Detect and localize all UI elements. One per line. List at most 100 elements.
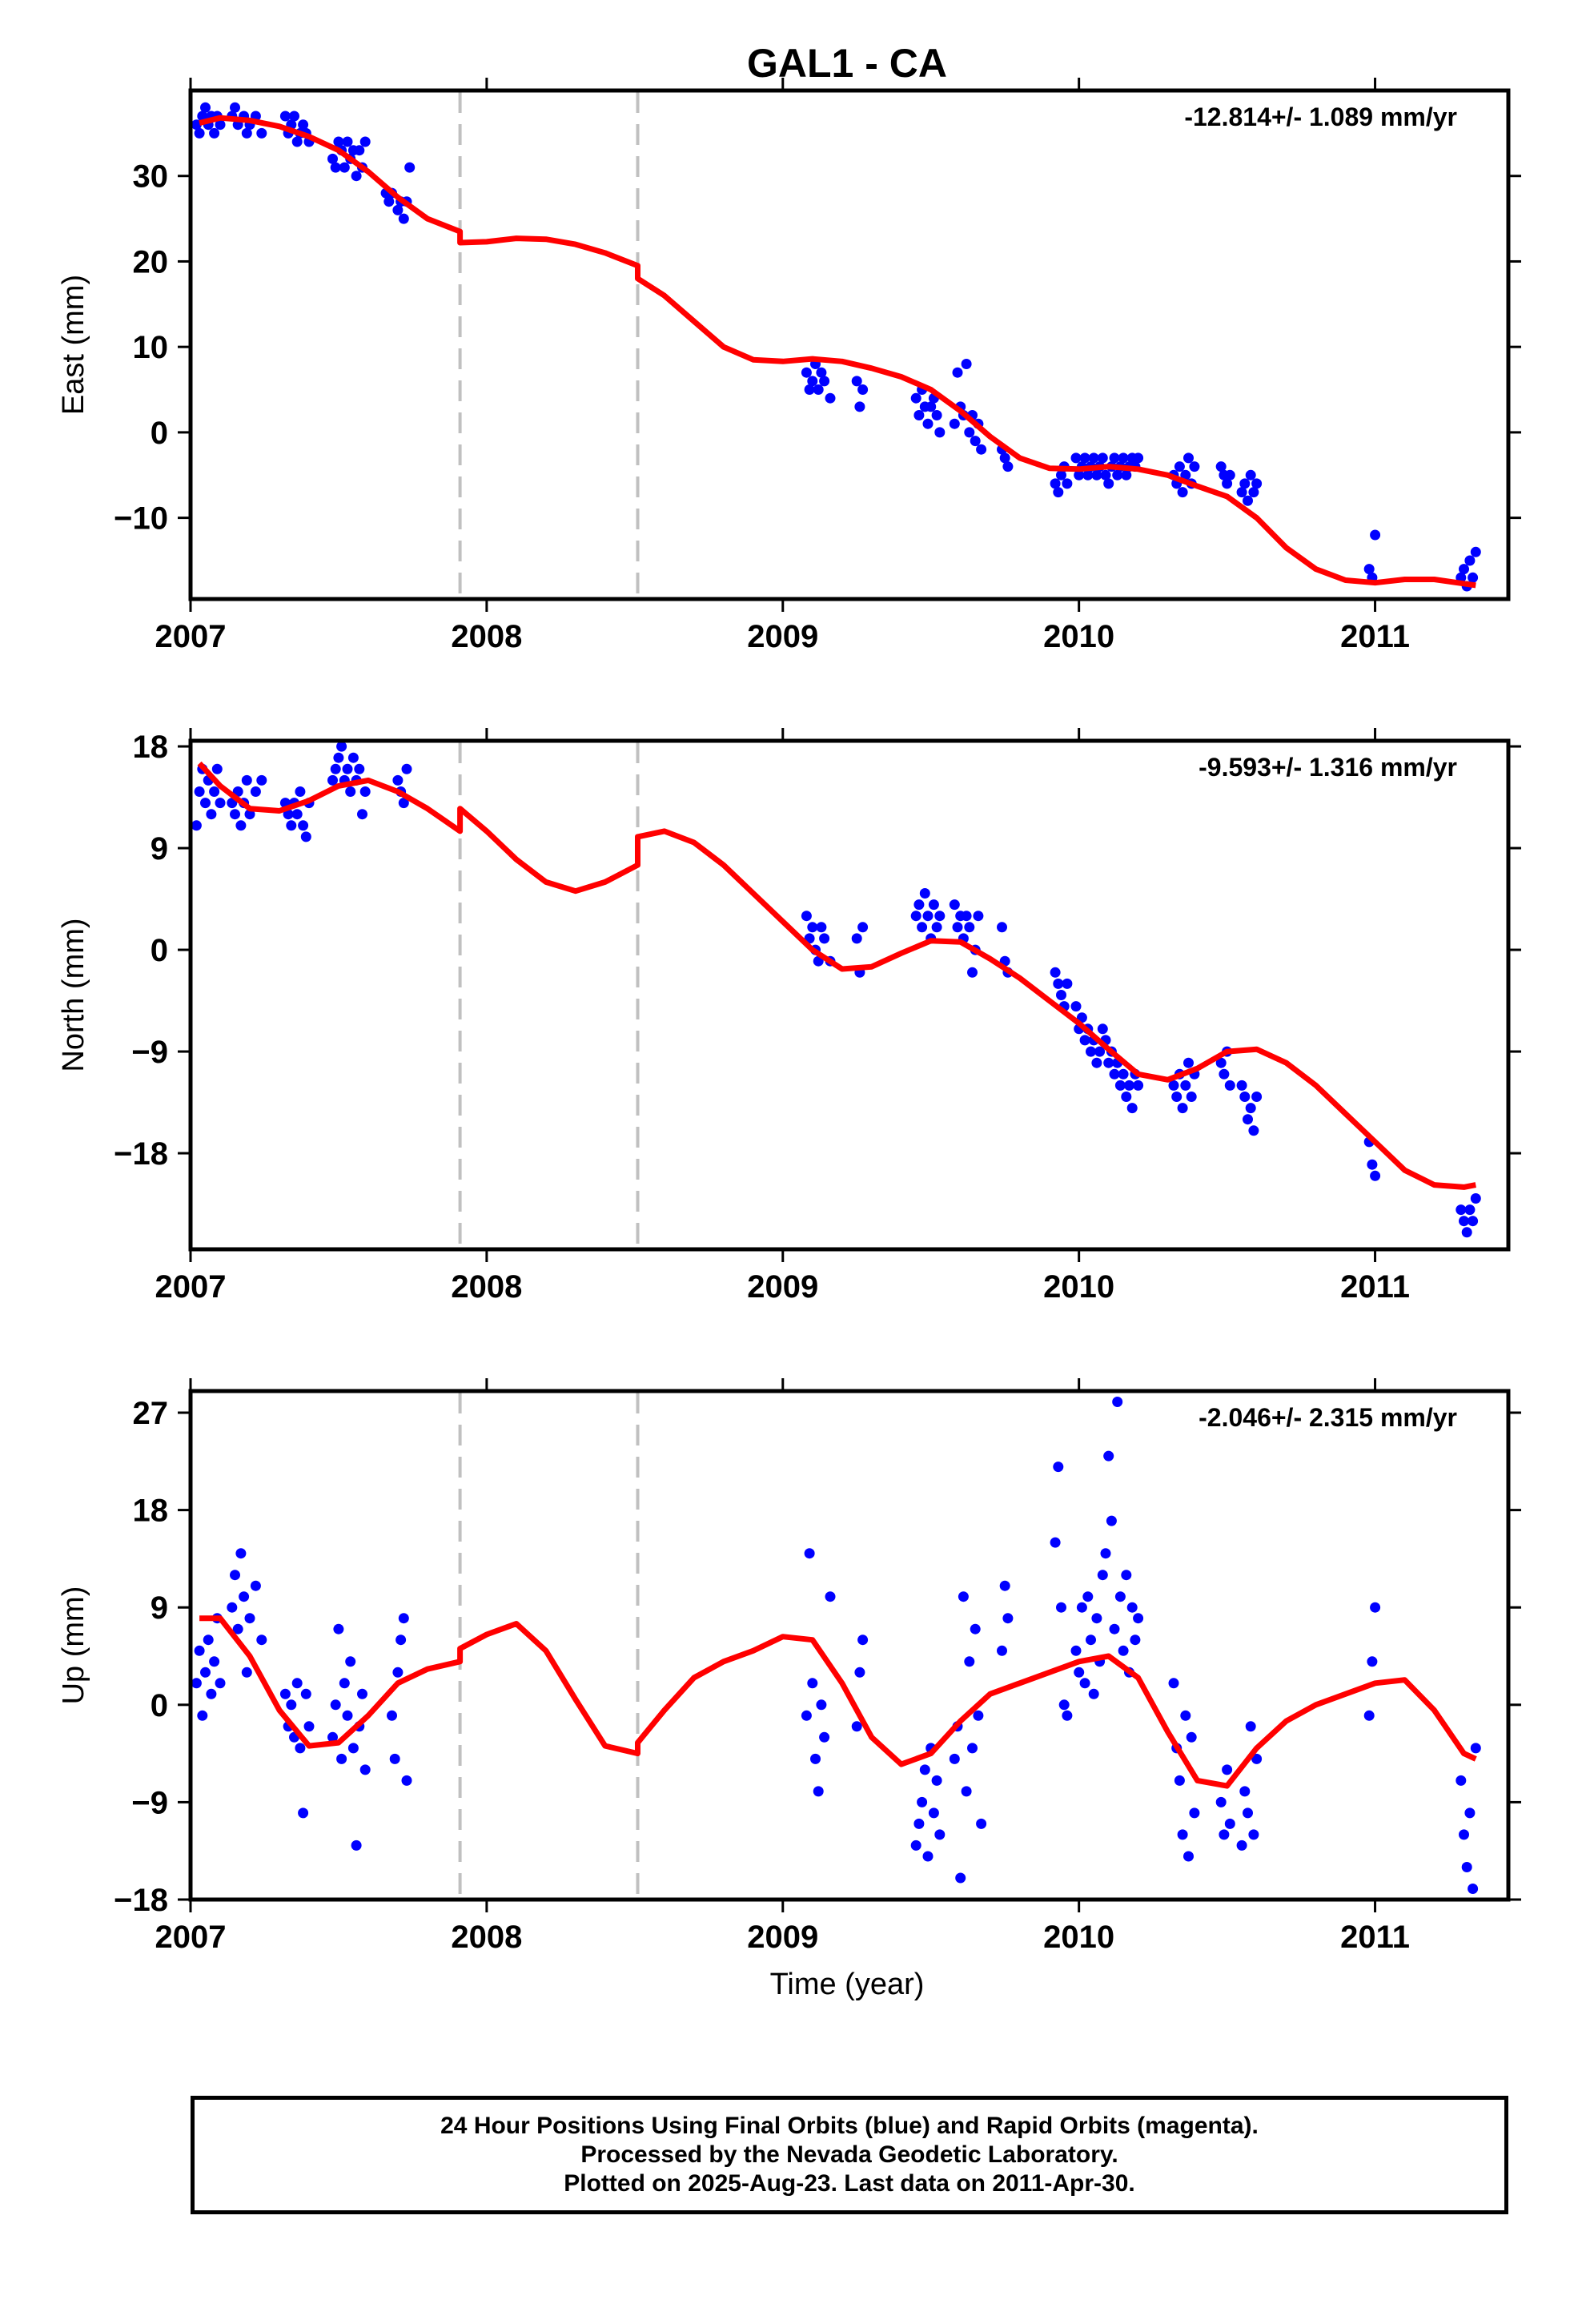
data-point xyxy=(813,384,824,395)
data-point xyxy=(244,1613,255,1624)
data-point xyxy=(1094,1046,1106,1057)
data-point xyxy=(1062,978,1073,989)
data-point xyxy=(919,1764,930,1775)
data-point xyxy=(1114,1591,1126,1602)
data-point xyxy=(825,392,836,404)
data-point xyxy=(949,418,960,429)
x-tick-label: 2008 xyxy=(451,619,522,654)
data-point xyxy=(1079,452,1090,464)
data-point xyxy=(1456,1204,1467,1216)
data-point xyxy=(1180,469,1191,480)
rate-label: -2.046+/- 2.315 mm/yr xyxy=(1199,1403,1457,1432)
data-point xyxy=(1133,1080,1144,1091)
data-point xyxy=(1103,1450,1114,1462)
data-point xyxy=(1186,1731,1197,1743)
data-point xyxy=(1121,1092,1132,1102)
data-point xyxy=(1168,1080,1179,1091)
data-point xyxy=(801,911,812,922)
data-point xyxy=(339,1678,350,1689)
data-point xyxy=(958,1591,969,1602)
data-point xyxy=(1245,469,1256,480)
data-point xyxy=(330,763,341,774)
data-point xyxy=(1459,564,1469,575)
data-point xyxy=(336,1753,347,1764)
data-point xyxy=(300,1688,311,1699)
y-tick-label: −10 xyxy=(114,501,168,537)
data-point xyxy=(1470,1193,1481,1204)
data-point xyxy=(359,1764,371,1775)
data-point xyxy=(913,410,925,420)
data-point xyxy=(1053,1462,1064,1473)
data-point xyxy=(1174,461,1185,472)
data-point xyxy=(194,1645,205,1656)
y-tick-label: 0 xyxy=(151,416,168,451)
data-point xyxy=(999,452,1010,464)
data-point xyxy=(917,1796,928,1807)
data-point xyxy=(1097,452,1108,464)
data-point xyxy=(1183,452,1194,464)
data-point xyxy=(333,1623,344,1634)
data-point xyxy=(359,786,371,797)
data-point xyxy=(291,809,303,820)
data-point xyxy=(1177,1103,1188,1114)
data-point xyxy=(807,922,818,933)
data-point xyxy=(1367,1159,1378,1170)
model-curve xyxy=(197,761,1476,1190)
data-point xyxy=(1370,1602,1381,1613)
data-point xyxy=(931,1775,942,1786)
data-point xyxy=(197,111,208,122)
data-point xyxy=(206,1688,217,1699)
data-point xyxy=(235,1548,247,1559)
data-point xyxy=(857,922,869,933)
data-point xyxy=(345,786,356,797)
data-point xyxy=(279,111,291,122)
data-point xyxy=(333,136,344,147)
data-point xyxy=(857,1634,869,1646)
data-point xyxy=(357,1688,367,1699)
data-point xyxy=(241,127,252,139)
data-point xyxy=(961,1786,972,1797)
data-point xyxy=(1456,1775,1467,1786)
data-point xyxy=(209,1656,220,1667)
data-point xyxy=(1189,1807,1200,1819)
data-point xyxy=(1219,1068,1230,1080)
data-point xyxy=(801,367,812,378)
data-point xyxy=(342,1710,353,1721)
data-point xyxy=(401,763,412,774)
data-point xyxy=(298,1807,309,1819)
x-tick-label: 2007 xyxy=(155,1920,227,1955)
data-point xyxy=(1088,452,1099,464)
data-point xyxy=(1118,452,1129,464)
data-point xyxy=(1124,1080,1134,1091)
data-point xyxy=(298,820,309,831)
data-point xyxy=(1079,1035,1090,1046)
data-point xyxy=(1130,1634,1141,1646)
y-tick-label: 0 xyxy=(151,1688,168,1723)
data-point xyxy=(1367,1656,1378,1667)
data-point xyxy=(1459,1216,1469,1227)
data-point xyxy=(949,1753,960,1764)
data-point xyxy=(922,1851,934,1862)
rate-label: -9.593+/- 1.316 mm/yr xyxy=(1199,753,1457,782)
data-point xyxy=(1118,1645,1129,1656)
data-point xyxy=(1070,1001,1082,1012)
data-point xyxy=(286,820,297,831)
data-point xyxy=(232,1623,243,1634)
y-tick-label: 18 xyxy=(133,1494,169,1529)
data-point xyxy=(1224,1818,1235,1829)
y-tick-label: −9 xyxy=(131,1035,168,1070)
data-point xyxy=(1180,1710,1191,1721)
data-point xyxy=(1062,478,1073,489)
data-point xyxy=(1070,452,1082,464)
data-point xyxy=(230,809,240,820)
y-axis-label: East (mm) xyxy=(57,275,90,415)
data-point xyxy=(931,410,942,420)
data-point xyxy=(357,809,367,820)
data-point xyxy=(200,1667,211,1678)
data-point xyxy=(1464,555,1476,566)
data-point xyxy=(256,127,267,139)
data-point xyxy=(1245,1103,1256,1114)
data-point xyxy=(1248,1125,1259,1136)
caption-line-1: 24 Hour Positions Using Final Orbits (bl… xyxy=(440,2113,1259,2139)
data-point xyxy=(1251,478,1263,489)
